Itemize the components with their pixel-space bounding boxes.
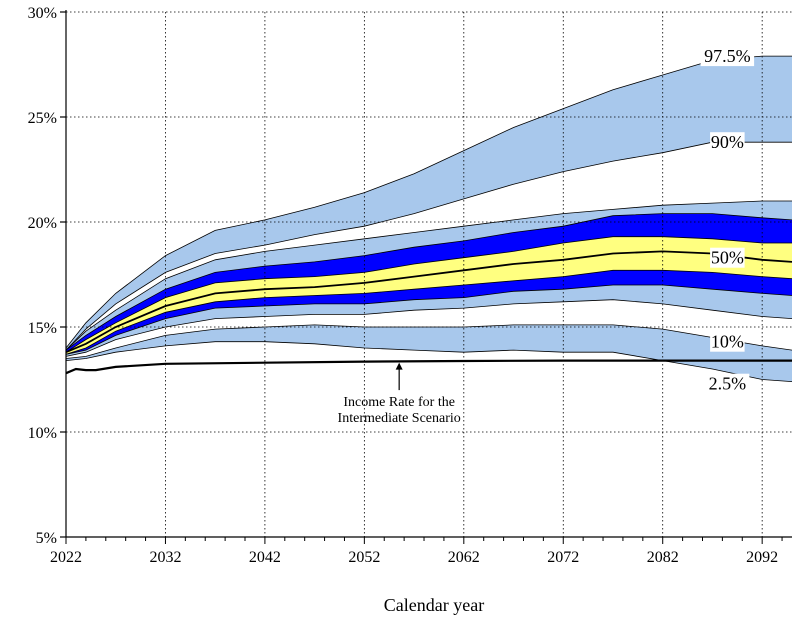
percentile-line-4 bbox=[65, 236, 792, 353]
percentile-label-4: 2.5% bbox=[709, 374, 747, 394]
percentile-label-bg-0 bbox=[700, 46, 755, 67]
y-tick-label-3: 20% bbox=[28, 215, 57, 232]
percentile-line-7 bbox=[65, 284, 792, 355]
y-tick-label-2: 15% bbox=[28, 320, 57, 337]
percentile-label-3: 10% bbox=[711, 332, 744, 352]
percentile-line-10 bbox=[65, 341, 792, 382]
income-rate-line bbox=[65, 359, 792, 375]
band-0 bbox=[66, 56, 792, 351]
annotation-text-0: Income Rate for the bbox=[343, 395, 455, 410]
gridlines bbox=[66, 11, 792, 537]
band-8 bbox=[66, 324, 792, 382]
band-1 bbox=[66, 142, 792, 351]
percentile-line-8 bbox=[65, 299, 792, 357]
x-tick-label-0: 2022 bbox=[50, 549, 82, 566]
percentile-line-2 bbox=[65, 200, 792, 351]
percentile-line-3 bbox=[65, 213, 792, 351]
x-tick-label-1: 2032 bbox=[149, 549, 181, 566]
percentile-lines bbox=[65, 55, 792, 382]
y-tick-label-4: 25% bbox=[28, 110, 57, 127]
percentile-line-1 bbox=[65, 141, 792, 351]
income-rate-line-path bbox=[65, 359, 792, 375]
percentile-label-bg-2 bbox=[710, 247, 745, 268]
band-7 bbox=[66, 299, 792, 359]
band-3 bbox=[66, 213, 792, 353]
percentile-label-bg-3 bbox=[710, 331, 745, 352]
axes: 5% 10% 15% 20% 25% 30% 2022 2032 2042 2052 2062 207… bbox=[28, 5, 792, 566]
x-tick-label-4: 2062 bbox=[448, 549, 480, 566]
annotation-arrow-head bbox=[395, 362, 403, 370]
x-tick-label-5: 2072 bbox=[547, 549, 579, 566]
percentile-line-0 bbox=[65, 55, 792, 349]
annotation-text-1: Intermediate Scenario bbox=[338, 411, 461, 426]
x-tick-label-2: 2042 bbox=[249, 549, 281, 566]
percentile-label-bg-4 bbox=[705, 373, 750, 394]
band-4 bbox=[66, 236, 792, 355]
band-5 bbox=[66, 270, 792, 355]
percentile-label-1: 90% bbox=[711, 132, 744, 152]
y-tick-label-0: 5% bbox=[36, 530, 57, 547]
percentile-label-2: 50% bbox=[711, 248, 744, 268]
x-tick-label-6: 2082 bbox=[647, 549, 679, 566]
x-tick-label-3: 2052 bbox=[348, 549, 380, 566]
percentile-line-6 bbox=[65, 269, 792, 355]
y-tick-label-1: 10% bbox=[28, 425, 57, 442]
x-tick-label-7: 2092 bbox=[746, 549, 778, 566]
percentile-label-0: 97.5% bbox=[704, 46, 751, 66]
median-line bbox=[65, 250, 792, 354]
y-tick-label-5: 30% bbox=[28, 5, 57, 22]
percentile-labels: 97.5% 90% 50% 10% 2.5% bbox=[700, 46, 755, 394]
x-axis-label: Calendar year bbox=[384, 595, 484, 615]
percentile-label-bg-1 bbox=[710, 132, 745, 153]
